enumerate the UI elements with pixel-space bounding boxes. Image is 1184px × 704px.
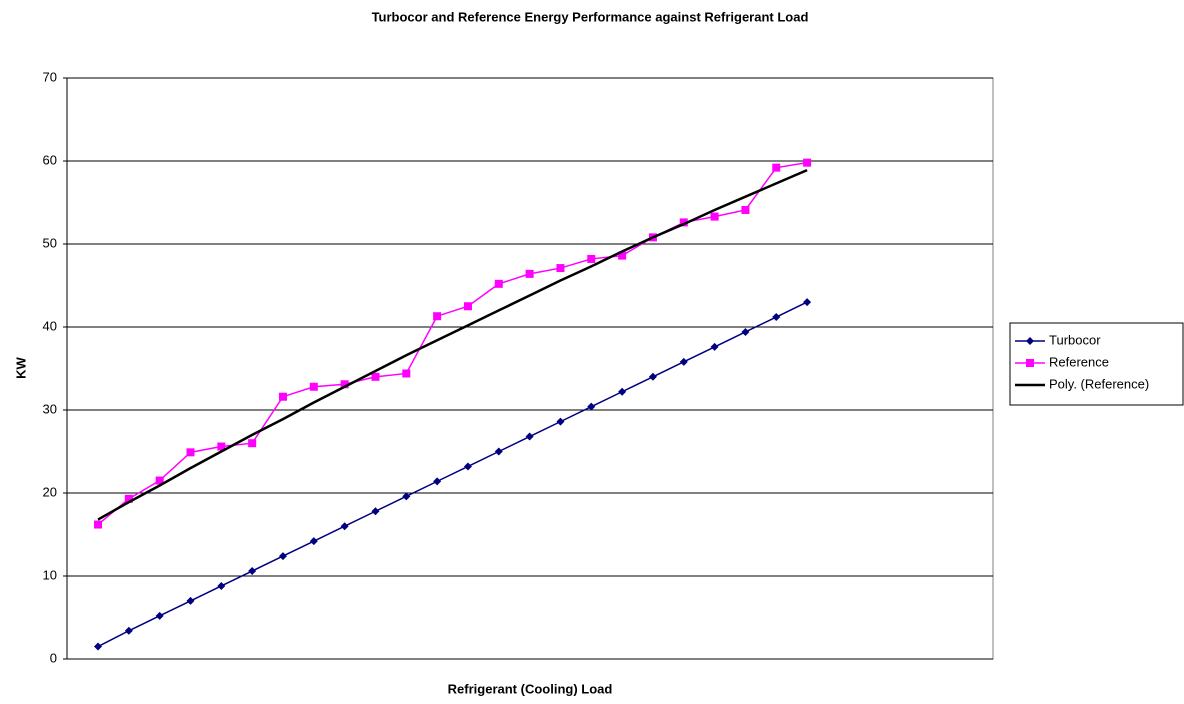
marker: [525, 269, 534, 278]
marker: [155, 476, 164, 485]
marker: [433, 312, 442, 321]
y-tick-label: 10: [43, 567, 57, 582]
marker: [710, 212, 719, 221]
marker: [340, 522, 349, 531]
marker: [587, 402, 596, 411]
marker: [556, 417, 565, 426]
chart-title: Turbocor and Reference Energy Performanc…: [372, 9, 809, 24]
marker: [155, 611, 164, 620]
legend: [1009, 322, 1184, 406]
marker: [248, 567, 257, 576]
marker: [741, 205, 750, 214]
marker: [463, 462, 472, 471]
marker: [402, 369, 411, 378]
x-axis-label: Refrigerant (Cooling) Load: [448, 681, 613, 696]
marker: [772, 163, 781, 172]
marker: [371, 372, 380, 381]
marker: [402, 492, 411, 501]
marker: [278, 392, 287, 401]
marker: [494, 279, 503, 288]
marker: [340, 380, 349, 389]
plot-area: [66, 77, 994, 660]
marker: [618, 387, 627, 396]
y-tick-label: 0: [50, 650, 57, 665]
legend-label: Turbocor: [1049, 332, 1101, 347]
marker: [94, 642, 102, 651]
marker: [124, 626, 133, 635]
marker: [94, 520, 102, 529]
marker: [248, 439, 257, 448]
marker: [278, 552, 287, 561]
marker: [803, 298, 812, 307]
marker: [1026, 337, 1034, 345]
marker: [217, 442, 226, 451]
legend-label: Poly. (Reference): [1049, 376, 1149, 391]
marker: [371, 507, 380, 516]
marker: [679, 218, 688, 227]
y-axis-label: KW: [13, 356, 28, 378]
y-tick-label: 40: [43, 318, 57, 333]
marker: [124, 494, 133, 503]
marker: [679, 357, 688, 366]
marker: [217, 581, 226, 590]
marker: [433, 477, 442, 486]
series-line: [97, 168, 808, 521]
marker: [186, 448, 195, 457]
marker: [525, 432, 534, 441]
marker: [494, 447, 503, 456]
marker: [463, 302, 472, 311]
marker: [618, 251, 627, 260]
legend-label: Reference: [1049, 354, 1109, 369]
y-tick-label: 20: [43, 484, 57, 499]
series-line: [97, 301, 808, 648]
y-tick-label: 70: [43, 69, 57, 84]
marker: [556, 264, 565, 273]
marker: [741, 327, 750, 336]
marker: [587, 254, 596, 263]
marker: [803, 158, 812, 167]
marker: [309, 382, 318, 391]
marker: [710, 342, 719, 351]
y-tick-label: 50: [43, 235, 57, 250]
y-tick-label: 60: [43, 152, 57, 167]
marker: [648, 372, 657, 381]
marker: [772, 313, 781, 322]
marker: [186, 596, 195, 605]
marker: [309, 537, 318, 546]
marker: [1026, 359, 1034, 367]
y-tick-label: 30: [43, 401, 57, 416]
